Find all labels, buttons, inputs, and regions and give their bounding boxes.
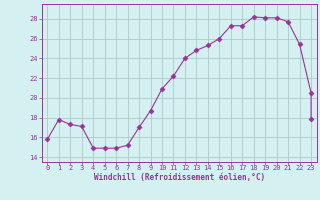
X-axis label: Windchill (Refroidissement éolien,°C): Windchill (Refroidissement éolien,°C) [94, 173, 265, 182]
